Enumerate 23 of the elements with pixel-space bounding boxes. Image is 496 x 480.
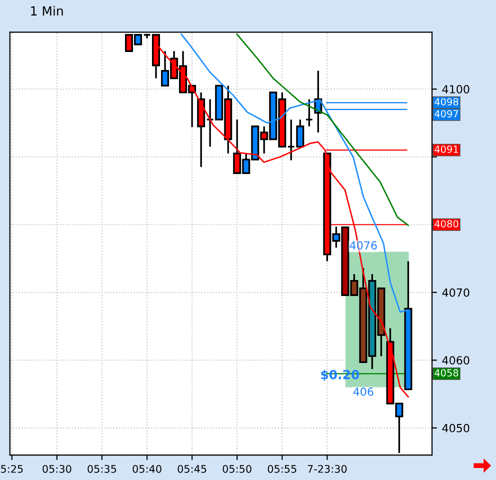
x-tick-label: 05:50 — [222, 464, 252, 473]
x-tick-label: 05:45 — [178, 464, 206, 473]
y-tick-label: 4060 — [442, 356, 470, 365]
y-tick-label: 4100 — [442, 85, 470, 94]
ref-line-label: 4091 — [434, 146, 458, 153]
chart-title: 1 Min — [31, 6, 63, 16]
x-tick-label: 05:35 — [88, 464, 116, 473]
line-series — [180, 34, 408, 313]
x-tick-label: 05:55 — [268, 464, 296, 473]
x-tick-label: 05:30 — [42, 464, 72, 473]
annotation: 406 — [353, 387, 374, 396]
y-tick-label: 4070 — [442, 288, 470, 297]
ref-line-label: 4097 — [434, 110, 458, 118]
annotation: 4076 — [350, 241, 377, 250]
y-tick-label: 4050 — [442, 424, 470, 432]
ref-line-label: 4058 — [434, 369, 458, 377]
line-series — [236, 34, 409, 226]
x-tick-label: 5:25 — [1, 464, 23, 473]
candlestick — [305, 98, 314, 128]
x-tick-label: 05:40 — [132, 464, 162, 473]
ref-line-label: 4080 — [434, 220, 458, 228]
ref-line-label: 4098 — [434, 98, 458, 106]
x-tick-label: 7-23:30 — [308, 464, 347, 473]
